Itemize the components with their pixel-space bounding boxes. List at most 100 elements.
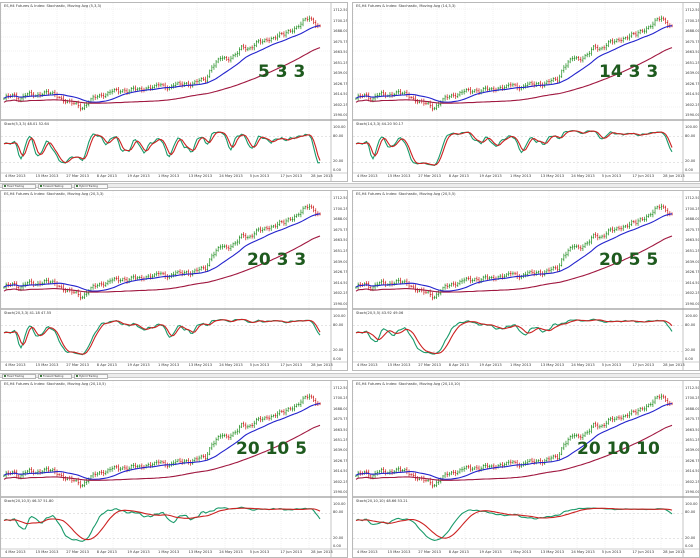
price-bar — [435, 292, 438, 300]
price-bar — [622, 36, 625, 43]
price-bar — [601, 234, 603, 239]
chart-window-1[interactable]: ES,H4 Futures & Index: Stochastic, Movin… — [0, 2, 348, 182]
price-bar — [228, 56, 230, 63]
chart-canvas[interactable] — [353, 191, 699, 370]
chart-window-3[interactable]: ES,H4 Futures & Index: Stochastic, Movin… — [0, 190, 348, 371]
price-bar — [37, 280, 39, 287]
price-bar — [253, 43, 256, 51]
chart-tab[interactable]: Forward Testing — [38, 184, 72, 189]
price-bar — [647, 213, 650, 218]
time-scale-label: 17 Jun 2013 — [632, 550, 655, 554]
price-bar — [505, 461, 508, 466]
chart-tab[interactable]: Forward Testing — [38, 374, 72, 379]
price-bar — [431, 480, 434, 489]
price-bar — [656, 395, 658, 400]
price-bar — [276, 411, 279, 419]
price-bar — [297, 402, 300, 407]
chart-canvas[interactable] — [1, 191, 347, 370]
price-bar — [225, 244, 228, 250]
time-scale-label: 15 Mar 2013 — [35, 174, 59, 178]
price-bar — [64, 287, 67, 294]
price-bar — [92, 283, 94, 290]
price-bar — [649, 24, 652, 29]
price-bar — [49, 280, 52, 284]
chart-window-5[interactable]: ES,H4 Futures & Index: Stochastic, Movin… — [0, 380, 348, 558]
chart-canvas[interactable] — [353, 3, 699, 181]
price-bar — [58, 96, 60, 99]
stoch-scale-label: 20.00 — [333, 348, 344, 353]
chart-canvas[interactable] — [1, 3, 347, 181]
price-bar — [138, 464, 141, 468]
price-bar — [83, 103, 86, 111]
price-bar — [304, 395, 306, 400]
price-bar — [98, 282, 101, 287]
price-bar — [255, 40, 258, 48]
price-bar — [270, 224, 273, 231]
price-bar — [257, 227, 260, 232]
price-bar — [244, 44, 247, 52]
price-bar — [465, 465, 468, 470]
price-bar — [569, 435, 572, 441]
price-bar — [518, 462, 521, 469]
price-bar — [490, 275, 493, 280]
price-bar — [51, 279, 54, 284]
time-scale-label: 17 Jun 2013 — [632, 363, 655, 367]
price-bar — [100, 92, 103, 98]
price-bar — [255, 417, 258, 425]
time-scale-label: 19 Apr 2013 — [127, 550, 150, 554]
chart-tab-icon — [76, 185, 78, 187]
price-scale-label: 1688.00 — [333, 406, 348, 411]
price-bar — [236, 428, 239, 435]
price-bar — [442, 474, 444, 481]
price-bar — [633, 31, 635, 36]
price-bar — [616, 416, 618, 421]
chart-window-4[interactable]: ES,H4 Futures & Index: Stochastic, Movin… — [352, 190, 700, 371]
price-bar — [577, 244, 580, 250]
price-bar — [113, 88, 116, 93]
stoch-scale-label: 0.00 — [333, 168, 342, 172]
price-bar — [79, 480, 82, 489]
time-scale-label: 28 Jun 2013 — [311, 174, 333, 178]
price-bar — [240, 422, 243, 428]
price-scale-label: 1651.25 — [333, 249, 348, 253]
price-bar — [295, 213, 298, 218]
price-bar — [268, 415, 270, 421]
chart-canvas[interactable] — [1, 381, 347, 557]
price-bar — [259, 415, 262, 423]
price-bar — [376, 281, 379, 288]
price-bar — [266, 415, 268, 420]
price-bar — [484, 462, 487, 468]
price-bar — [378, 92, 381, 97]
price-bar — [185, 459, 188, 463]
price-bar — [607, 417, 610, 425]
price-bar — [281, 220, 283, 224]
price-scale-label: 1639.00 — [333, 448, 348, 453]
price-bar — [546, 268, 548, 274]
chart-window-6[interactable]: ES,H4 Futures & Index: Stochastic, Movin… — [352, 380, 700, 558]
price-bar — [641, 28, 644, 33]
price-scale-label: 1626.75 — [333, 81, 348, 86]
chart-window-2[interactable]: ES,H4 Futures & Index: Stochastic, Movin… — [352, 2, 700, 182]
time-scale-label: 27 Mar 2013 — [66, 174, 89, 178]
price-bar — [359, 282, 362, 288]
chart-tab[interactable]: Hybrid Trading — [74, 374, 108, 379]
chart-tab[interactable]: Fixed Trading — [2, 184, 36, 189]
chart-tab[interactable]: Fixed Trading — [2, 374, 36, 379]
price-bar — [293, 404, 296, 412]
price-bar — [60, 284, 63, 290]
stoch-scale-label: 20.00 — [333, 159, 344, 164]
chart-canvas[interactable] — [353, 381, 699, 557]
price-bar — [247, 235, 249, 240]
price-bar — [109, 89, 111, 96]
price-bars — [355, 203, 673, 301]
price-bar — [569, 57, 572, 64]
price-bar — [563, 253, 565, 262]
price-bar — [56, 469, 58, 477]
time-scale-label: 1 May 2013 — [510, 174, 532, 178]
chart-tab-bar-top: Fixed Trading Forward Testing Hybrid Tradi… — [0, 183, 700, 189]
price-bar — [297, 24, 300, 29]
chart-tab[interactable]: Hybrid Trading — [74, 184, 108, 189]
price-bar — [225, 433, 228, 439]
price-bar — [293, 26, 296, 34]
time-scale-label: 15 Mar 2013 — [387, 550, 411, 554]
